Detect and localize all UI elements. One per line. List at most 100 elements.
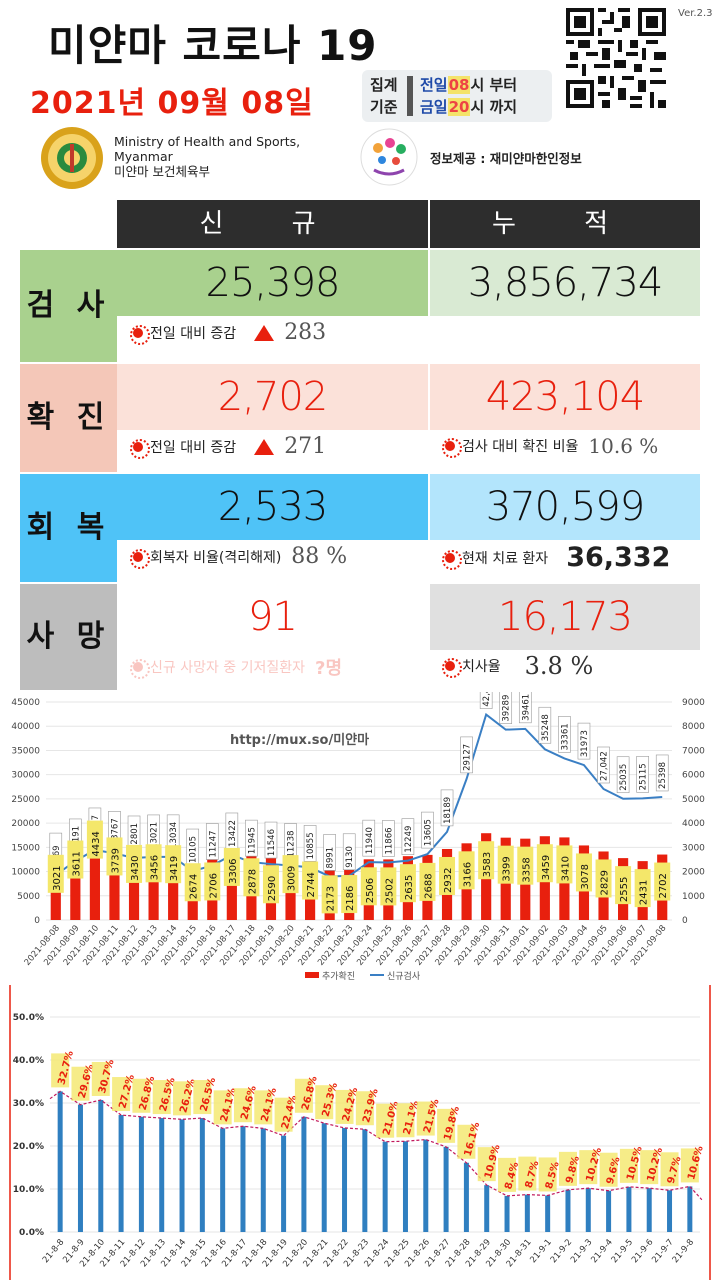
rate-label-box	[335, 1089, 354, 1124]
rate-bar	[57, 1091, 63, 1232]
confirmed-label-box	[536, 844, 553, 883]
header: 미얀마 코로나 19 2021년 09월 08일 집계 기준 전일08시 부터 …	[0, 0, 720, 200]
confirmed-data-label: 2590	[267, 876, 278, 901]
y-right-tick-label: 6000	[682, 771, 705, 781]
tests-data-label: 12191	[71, 826, 81, 853]
row-label-deaths: 사 망	[20, 584, 117, 690]
rate-bar	[646, 1188, 652, 1232]
report-date: 2021년 09월 08일	[30, 86, 314, 121]
y-tick-label: 20.0%	[13, 1142, 44, 1152]
rate-label-box	[376, 1103, 395, 1138]
rate-bar	[281, 1135, 287, 1232]
legend-swatch-confirmed	[305, 972, 319, 978]
tests-data-label: 12801	[130, 823, 140, 850]
confirmed-label-box	[126, 844, 143, 883]
confirmed-data-label: 2431	[639, 880, 650, 905]
rate-label-box	[233, 1088, 252, 1123]
confirmed-label-box	[615, 866, 632, 905]
tests-data-label: 13605	[423, 819, 433, 846]
confirmed-data-label: 2744	[306, 872, 317, 897]
active-cases: 현재 치료 환자 36,332	[442, 542, 670, 573]
confirmed-data-label: 2506	[365, 878, 376, 903]
rate-bar	[321, 1123, 327, 1232]
tests-data-label: 11238	[287, 831, 297, 858]
recovery-rate: 회복자 비율(격리해제) 88 %	[130, 544, 347, 569]
ministry-text: Ministry of Health and Sports, Myanmar 미…	[114, 134, 301, 179]
y-left-tick-label: 5000	[17, 892, 40, 902]
tests-label-box	[636, 756, 649, 793]
rate-bar	[463, 1162, 469, 1232]
recovered-total-value: 370,599	[430, 474, 700, 540]
tests-label-box	[362, 819, 376, 857]
rate-bar	[524, 1194, 530, 1232]
y-right-tick-label: 3000	[682, 843, 705, 853]
rate-bar	[423, 1139, 429, 1232]
rate-label-box	[213, 1090, 232, 1125]
deaths-new-value: 91	[117, 584, 428, 650]
rate-bar	[138, 1116, 144, 1232]
ministry-seal-icon	[41, 127, 103, 189]
row-label-recovered: 회 복	[20, 474, 117, 582]
tests-data-label: 13021	[150, 822, 160, 849]
tests-label-box	[558, 716, 571, 753]
confirmed-data-label: 2706	[208, 873, 219, 898]
tests-label-box	[401, 818, 415, 855]
rate-label-box	[355, 1091, 374, 1126]
confirmed-label-box	[458, 851, 475, 890]
info-source-text: 정보제공 : 재미얀마한인정보	[430, 151, 582, 166]
rate-bar	[98, 1099, 104, 1232]
confirmed-data-label: 3583	[482, 852, 493, 877]
confirmed-label-box	[302, 861, 319, 900]
confirmed-label-box	[204, 862, 221, 901]
rate-label-box	[315, 1085, 334, 1120]
chart-watermark: http://mux.so/미얀마	[230, 732, 369, 748]
confirmed-label-box	[282, 855, 299, 894]
tests-label-box	[205, 823, 219, 860]
confirmed-data-label: 2878	[247, 869, 258, 894]
sun-bullet-icon	[130, 438, 150, 459]
rate-bar	[402, 1141, 408, 1232]
sun-bullet-icon	[130, 324, 150, 345]
rate-label-box	[680, 1148, 699, 1183]
rate-bar	[565, 1189, 571, 1232]
confirmed-data-label: 3399	[502, 856, 513, 881]
tests-label-box	[616, 756, 630, 794]
tests-data-label: 35248	[541, 714, 551, 741]
confirmed-label-box	[380, 867, 397, 906]
tests-label-box	[538, 706, 552, 744]
up-arrow-icon	[254, 438, 275, 455]
confirmed-data-label: 2829	[600, 870, 611, 895]
confirmed-data-label: 2932	[443, 868, 454, 893]
tests-data-label: 29127	[463, 744, 473, 771]
rate-bar	[443, 1146, 449, 1232]
sun-bullet-icon	[442, 658, 462, 678]
tests-data-label: 25398	[658, 762, 668, 789]
confirmed-label-box	[67, 840, 84, 879]
rate-label-box	[619, 1148, 638, 1183]
period-box: 집계 기준 전일08시 부터 금일20시 까지	[362, 70, 552, 122]
y-right-tick-label: 8000	[682, 722, 705, 732]
period-to: 금일20시 까지	[420, 98, 518, 116]
rate-label-box	[152, 1080, 171, 1115]
rate-bar	[301, 1116, 307, 1232]
confirmed-label-box	[223, 847, 240, 886]
qr-code-icon[interactable]	[566, 8, 666, 108]
y-left-tick-label: 40000	[11, 722, 40, 732]
tests-data-label: 11247	[208, 830, 218, 857]
tests-data-label: 27,042	[600, 751, 610, 781]
confirmed-data-label: 3078	[580, 864, 591, 889]
confirmed-data-label: 3009	[287, 866, 298, 891]
tests-data-label: 9130	[345, 846, 355, 868]
rate-bar	[118, 1115, 124, 1232]
confirmed-label-box	[86, 820, 103, 859]
confirmed-label-box	[47, 854, 64, 893]
tests-label-box	[264, 821, 278, 859]
confirmed-label-box	[184, 863, 201, 902]
confirmed-data-label: 3739	[110, 848, 121, 873]
rate-bar	[382, 1141, 388, 1232]
tests-total-value: 3,856,734	[430, 250, 700, 316]
rate-label-box	[558, 1151, 577, 1186]
period-label-bottom: 기준	[370, 98, 398, 116]
tests-new-value: 25,398	[117, 250, 428, 316]
rate-label-box	[538, 1157, 557, 1192]
